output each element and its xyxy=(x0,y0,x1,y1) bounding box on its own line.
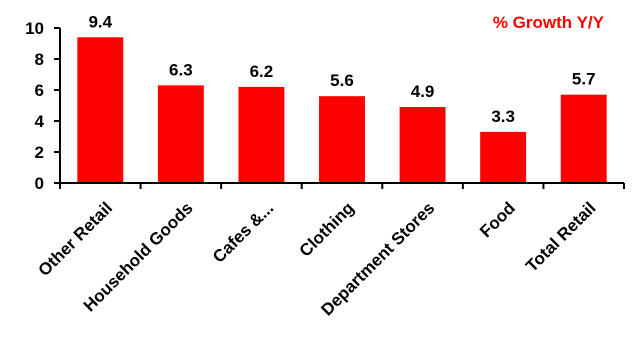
y-tick-label: 2 xyxy=(35,143,44,162)
x-category-label: Other Retail xyxy=(35,198,117,280)
bar xyxy=(399,107,446,183)
bar xyxy=(238,86,285,183)
data-label: 5.6 xyxy=(330,71,354,90)
y-tick-label: 6 xyxy=(35,81,44,100)
y-tick-label: 4 xyxy=(35,112,45,131)
y-tick-label: 0 xyxy=(35,174,44,193)
y-tick-label: 8 xyxy=(35,50,44,69)
bar xyxy=(319,96,365,183)
bar xyxy=(157,85,204,183)
data-labels: 9.4 6.3 6.2 5.6 4.9 3.3 5.7 xyxy=(88,12,595,126)
x-category-label: Food xyxy=(476,198,519,241)
legend-label: % Growth Y/Y xyxy=(493,13,605,32)
bars xyxy=(77,37,607,183)
data-label: 6.2 xyxy=(250,62,274,81)
data-label: 9.4 xyxy=(88,12,112,31)
data-label: 5.7 xyxy=(572,70,596,89)
y-tick-label: 10 xyxy=(25,19,44,38)
bar xyxy=(480,131,527,183)
bar xyxy=(77,37,124,183)
x-category-label: Cafes &... xyxy=(209,198,277,266)
bar xyxy=(560,94,607,183)
data-label: 3.3 xyxy=(491,107,515,126)
data-label: 4.9 xyxy=(411,82,435,101)
y-axis: 0 2 4 6 8 10 xyxy=(25,19,61,193)
x-category-label: Clothing xyxy=(296,198,358,260)
x-category-label: Total Retail xyxy=(522,198,599,275)
data-label: 6.3 xyxy=(169,60,193,79)
